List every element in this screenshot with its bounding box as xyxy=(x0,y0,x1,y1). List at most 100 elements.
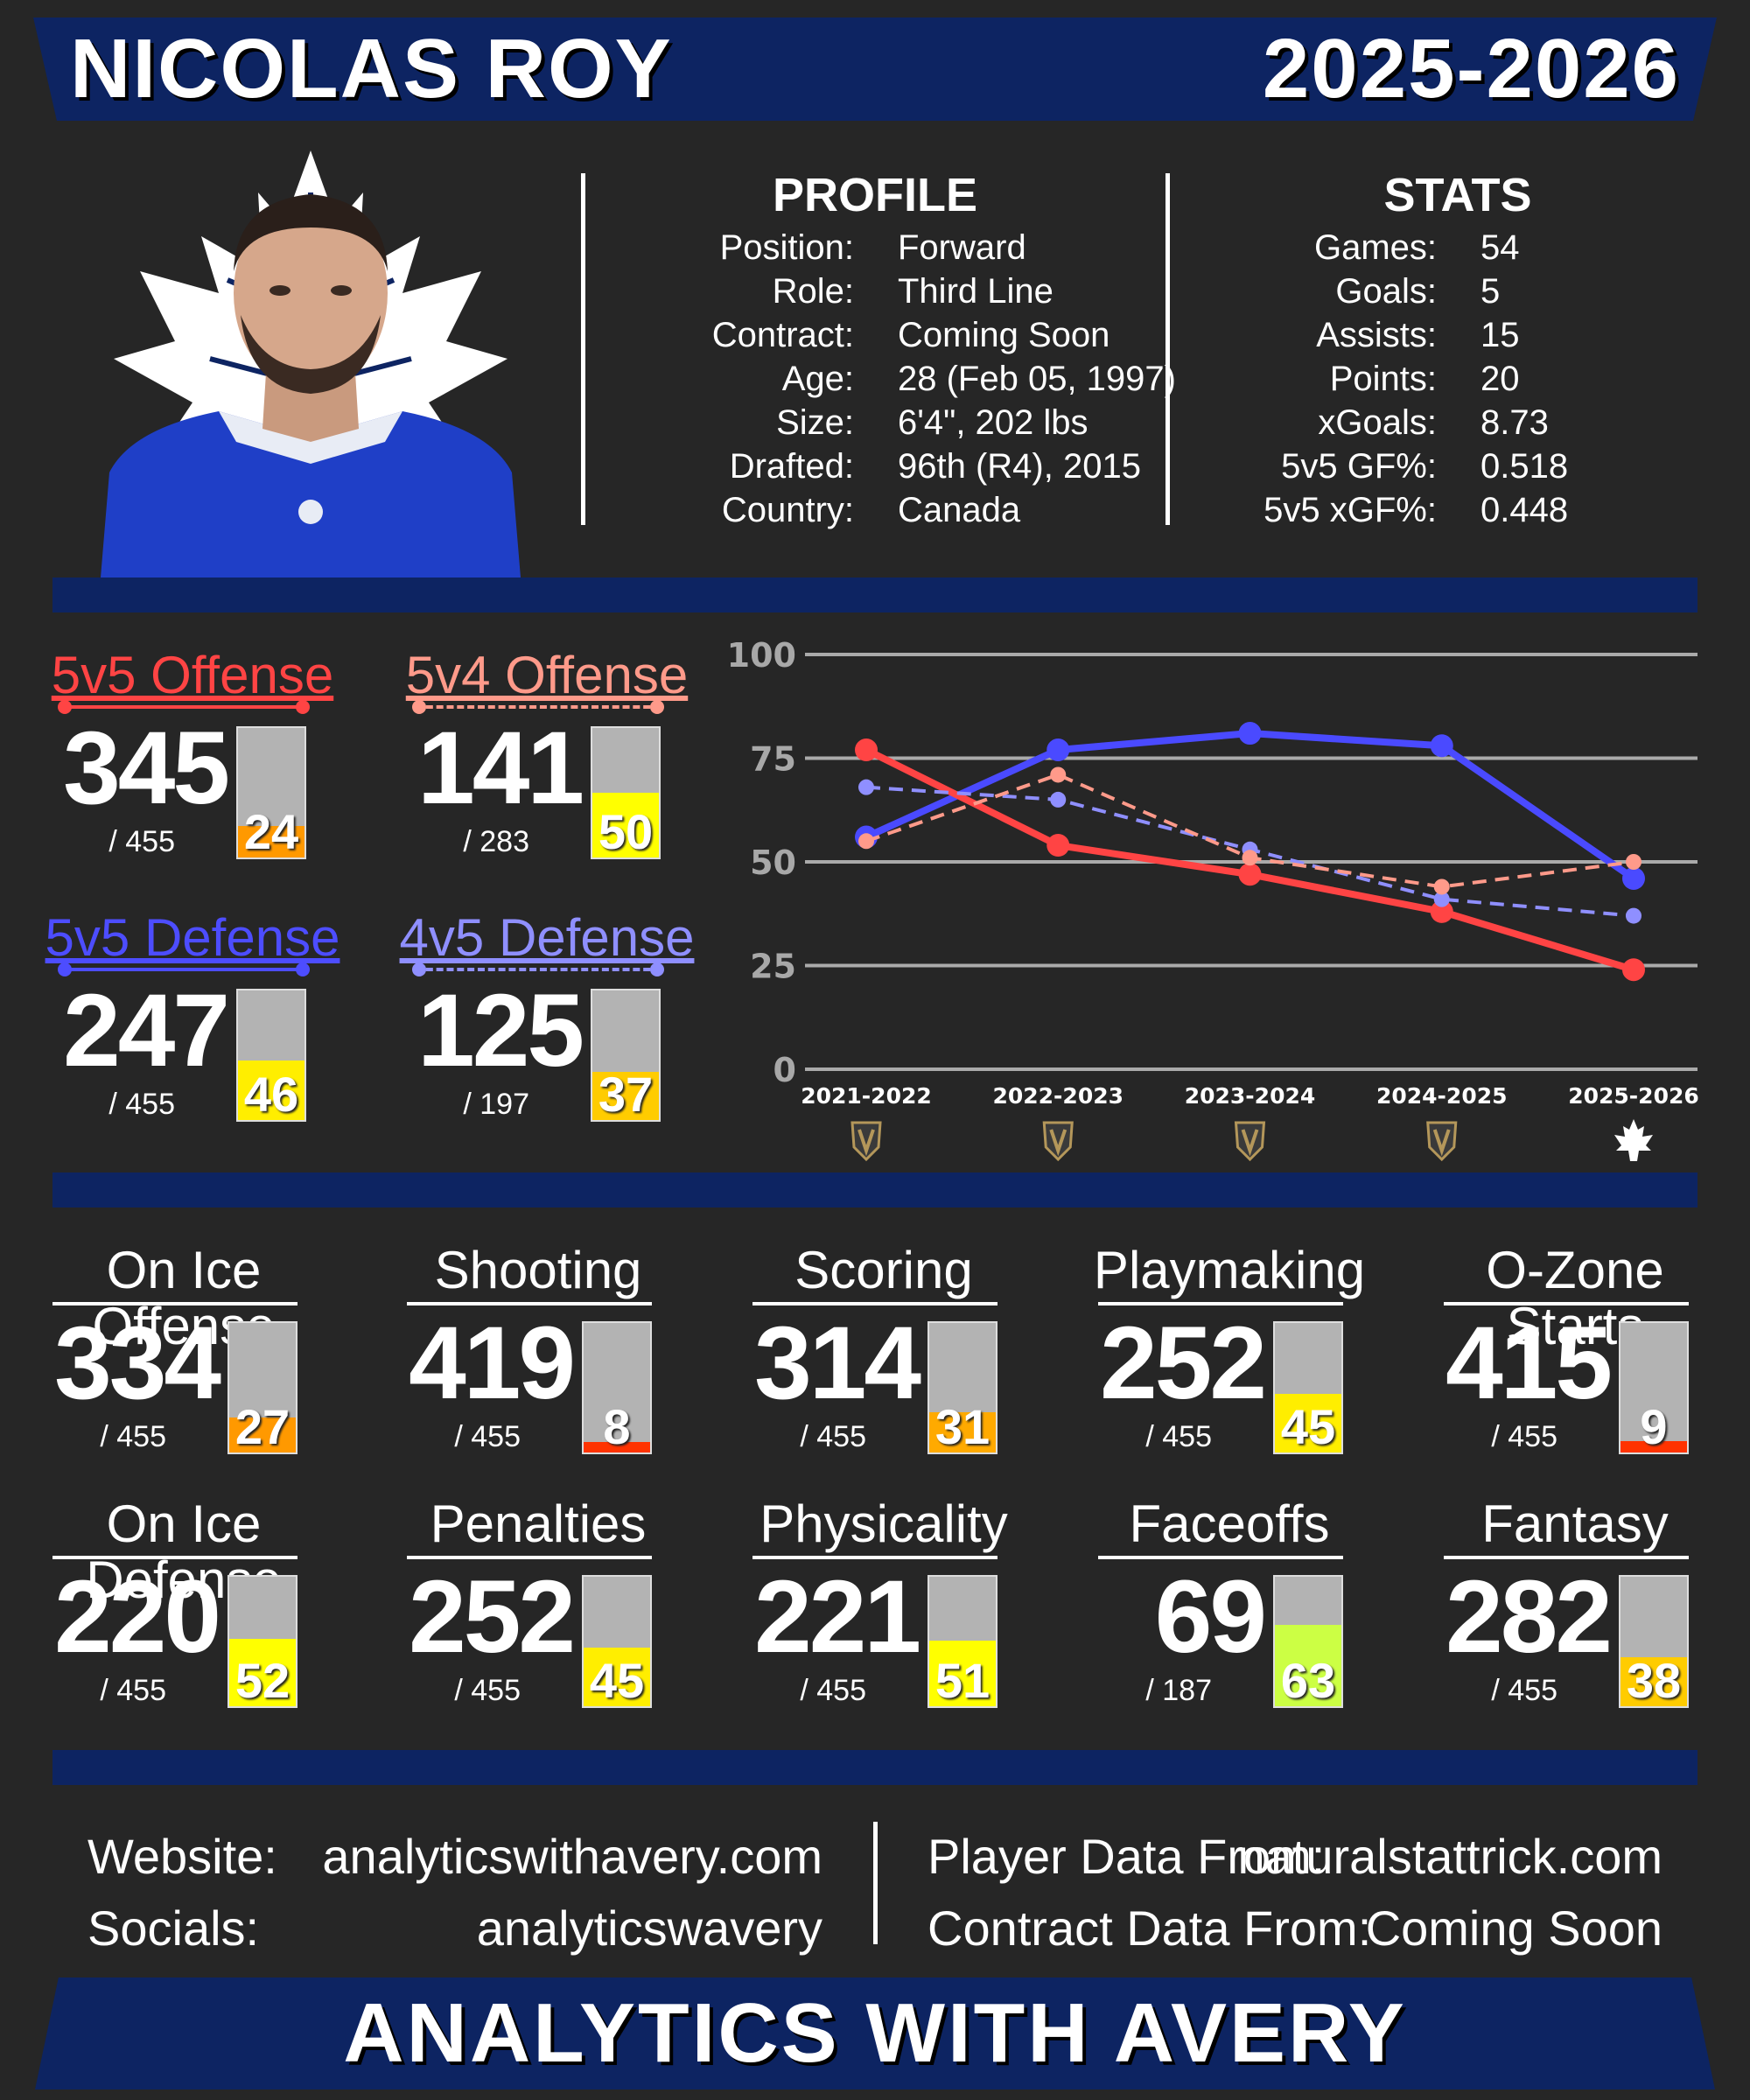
percentile-gauge: 52 xyxy=(228,1575,298,1708)
percentile-gauge: 24 xyxy=(236,726,306,859)
percentile-gauge: 9 xyxy=(1619,1321,1689,1454)
stats-value: 54 xyxy=(1480,228,1520,267)
metric-block: Scoring 314/ 455 31 xyxy=(752,1242,1015,1470)
profile-label: Drafted: xyxy=(729,447,854,486)
stats-row: Points: 20 xyxy=(1190,357,1680,401)
percentile-value: 50 xyxy=(598,804,654,859)
gauge-fill xyxy=(1275,1394,1341,1452)
brand-banner-text: ANALYTICS WITH AVERY xyxy=(343,1986,1407,2080)
title-rule xyxy=(407,1302,652,1306)
metric-title: Shooting xyxy=(434,1241,642,1299)
section-divider xyxy=(52,1172,1698,1208)
rank-value: 415 xyxy=(1446,1306,1613,1421)
rank-value: 334 xyxy=(54,1306,221,1421)
website-link[interactable]: analyticswithavery.com xyxy=(322,1829,822,1884)
percentile-value: 37 xyxy=(598,1067,654,1122)
data-point xyxy=(1626,907,1642,924)
title-rule xyxy=(1444,1302,1689,1306)
percentile-value: 52 xyxy=(234,1653,290,1708)
rank-value: 419 xyxy=(409,1306,576,1421)
data-point xyxy=(1430,734,1453,758)
rank-value: 69 xyxy=(1154,1559,1267,1675)
profile-value: Third Line xyxy=(898,272,1054,311)
rank-total: / 455 xyxy=(100,1674,166,1707)
gauge-fill xyxy=(592,793,659,858)
profile-label: Role: xyxy=(772,272,854,311)
legend-line xyxy=(416,968,661,971)
footer-banner xyxy=(35,1978,1715,2090)
profile-row: Size: 6'4", 202 lbs xyxy=(604,401,1164,444)
metric-block: Playmaking 252/ 455 45 xyxy=(1094,1242,1365,1470)
player-data-source[interactable]: naturalstattrick.com xyxy=(1237,1829,1663,1884)
percentile-gauge: 46 xyxy=(236,989,306,1122)
metric-title: 5v4 Offense xyxy=(405,646,689,704)
contract-data-label: Contract Data From: xyxy=(928,1900,1372,1956)
percentile-gauge: 38 xyxy=(1619,1575,1689,1708)
gauge-fill xyxy=(1620,1440,1687,1452)
stats-row: 5v5 GF%: 0.518 xyxy=(1190,444,1680,488)
website-label: Website: xyxy=(88,1829,277,1884)
stats-label: 5v5 GF%: xyxy=(1281,447,1437,486)
metric-block: O-Zone Starts 415/ 455 9 xyxy=(1444,1242,1706,1470)
season-label: 2025-2026 xyxy=(1262,22,1680,116)
percentile-value: 31 xyxy=(934,1399,990,1454)
percentile-value: 8 xyxy=(603,1399,631,1454)
stats-value: 0.448 xyxy=(1480,491,1569,529)
y-tick-label: 0 xyxy=(774,1051,796,1089)
player-name: NICOLAS ROY xyxy=(70,22,673,116)
gauge-fill xyxy=(584,1648,650,1706)
x-tick-label: 2022-2023 xyxy=(992,1083,1124,1109)
metric-block: 5v5 Defense 247/ 455 46 xyxy=(46,910,340,1138)
stats-title: STATS xyxy=(1383,169,1532,221)
rank-total: / 455 xyxy=(800,1674,866,1707)
gauge-fill xyxy=(929,1640,996,1706)
stats-row: 5v5 xGF%: 0.448 xyxy=(1190,488,1680,532)
metric-block: Shooting 419/ 455 8 xyxy=(407,1242,669,1470)
vegas-icon xyxy=(1234,1121,1266,1162)
stats-row: xGoals: 8.73 xyxy=(1190,401,1680,444)
metric-block: On Ice Offense 334/ 455 27 xyxy=(52,1242,315,1470)
percentile-value: 27 xyxy=(234,1399,290,1454)
gauge-fill xyxy=(1620,1656,1687,1706)
title-rule xyxy=(1444,1556,1689,1559)
legend-marker xyxy=(58,700,72,714)
data-point xyxy=(1046,834,1070,858)
legend-marker xyxy=(412,700,426,714)
percentile-gauge: 37 xyxy=(591,989,661,1122)
legend-marker xyxy=(58,962,72,976)
rank-value: 220 xyxy=(54,1559,221,1675)
legend-line xyxy=(61,968,306,971)
metric-title: Faceoffs xyxy=(1129,1494,1330,1553)
profile-value: 96th (R4), 2015 xyxy=(898,447,1141,486)
percentile-value: 45 xyxy=(589,1653,645,1708)
data-point xyxy=(1433,878,1450,895)
metric-block: Penalties 252/ 455 45 xyxy=(407,1496,669,1724)
profile-row: Contract: Coming Soon xyxy=(604,313,1164,357)
legend-line xyxy=(61,705,306,709)
rank-value: 252 xyxy=(409,1559,576,1675)
percentile-gauge: 31 xyxy=(928,1321,998,1454)
rank-total: / 283 xyxy=(463,825,529,858)
y-tick-label: 50 xyxy=(750,844,796,882)
profile-row: Age: 28 (Feb 05, 1997) xyxy=(604,357,1176,401)
profile-label: Age: xyxy=(781,360,854,398)
data-point xyxy=(1050,791,1067,808)
stats-label: Games: xyxy=(1313,228,1437,267)
rank-value: 125 xyxy=(417,973,584,1088)
metric-title: Penalties xyxy=(430,1494,647,1553)
percentile-value: 51 xyxy=(934,1653,990,1708)
metric-block: 4v5 Defense 125/ 197 37 xyxy=(400,910,694,1138)
data-point xyxy=(1622,866,1645,890)
y-tick-label: 25 xyxy=(750,948,796,986)
legend-marker xyxy=(296,962,310,976)
socials-handle[interactable]: analyticswavery xyxy=(476,1900,822,1956)
stats-value: 20 xyxy=(1480,360,1520,398)
gauge-fill xyxy=(592,1072,659,1120)
metric-block: 5v5 Offense 345/ 455 24 xyxy=(52,648,333,875)
profile-table: Position: Forward Role: Third Line Contract:… xyxy=(604,226,1176,532)
rank-total: / 455 xyxy=(100,1420,166,1453)
metric-block: Faceoffs 69/ 187 63 xyxy=(1098,1496,1361,1724)
metric-title: 5v5 Defense xyxy=(45,908,340,967)
data-point xyxy=(855,738,878,762)
metric-title: Fantasy xyxy=(1481,1494,1669,1553)
